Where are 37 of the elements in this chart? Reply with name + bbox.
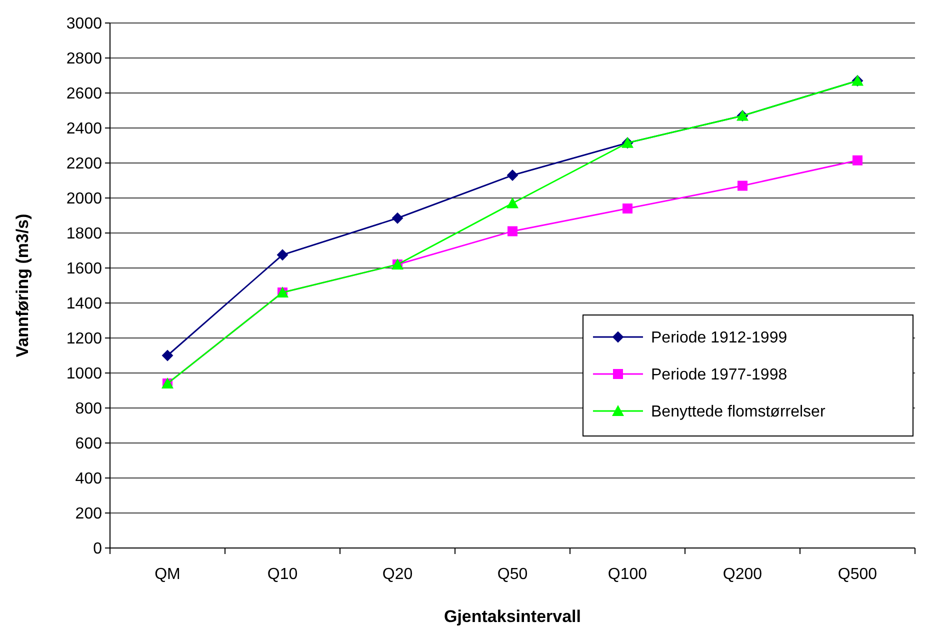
point	[506, 197, 518, 208]
y-tick-label: 2600	[66, 86, 102, 103]
x-axis-title: Gjentaksintervall	[444, 607, 582, 626]
y-tick-label: 2000	[66, 190, 102, 208]
x-tick-label: Q50	[497, 566, 528, 583]
point	[852, 155, 862, 166]
legend-label: Periode 1977-1998	[651, 366, 788, 384]
x-tick-label: Q200	[722, 566, 762, 583]
y-tick-label: 3000	[66, 16, 102, 33]
point	[507, 170, 518, 181]
point	[277, 249, 288, 260]
x-tick-label: Q100	[608, 566, 648, 583]
point	[738, 180, 748, 191]
point	[162, 350, 173, 361]
legend-label: Benyttede flomstørrelser	[651, 404, 826, 421]
y-tick-label: 200	[75, 506, 102, 523]
point	[392, 212, 403, 224]
legend-label: Periode 1912-1999	[651, 330, 788, 347]
x-tick-label: Q10	[267, 566, 298, 583]
y-tick-label: 1000	[66, 366, 102, 383]
y-tick-label: 600	[75, 436, 102, 453]
y-tick-label: 800	[75, 400, 102, 418]
y-tick-label: 2200	[66, 156, 102, 173]
x-tick-label: Q500	[838, 566, 878, 583]
x-tick-label: QM	[154, 566, 180, 583]
y-tick-label: 400	[75, 470, 102, 488]
point	[508, 226, 518, 236]
y-tick-label: 1400	[66, 296, 102, 313]
y-axis-title: Vannføring (m3/s)	[13, 214, 32, 358]
point	[622, 204, 632, 214]
y-tick-label: 2800	[66, 50, 102, 68]
y-tick-label: 1800	[66, 226, 102, 243]
x-tick-label: Q20	[382, 566, 413, 583]
y-tick-label: 0	[93, 540, 102, 558]
y-tick-label: 1200	[66, 330, 102, 348]
y-tick-label: 1600	[66, 260, 102, 278]
y-tick-label: 2400	[66, 120, 102, 138]
